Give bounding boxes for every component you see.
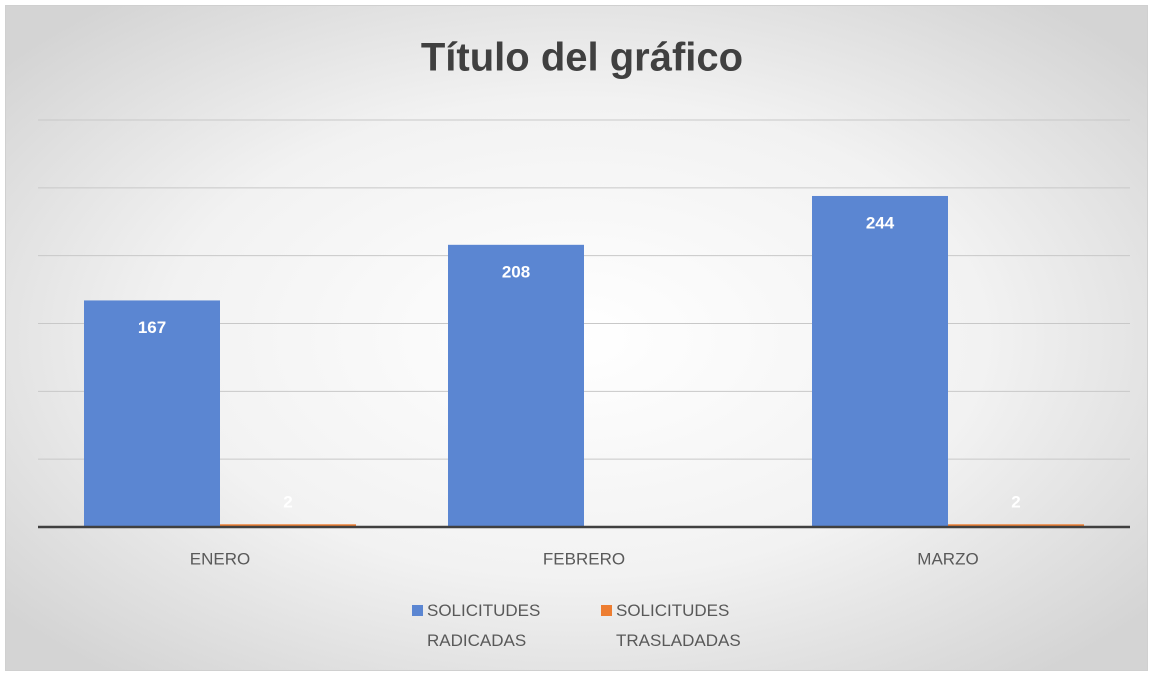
bar — [948, 524, 1084, 527]
data-label: 2 — [1011, 492, 1020, 511]
chart-title: Título del gráfico — [421, 36, 743, 80]
data-label: 208 — [502, 262, 530, 281]
legend-item: SOLICITUDES RADICADAS — [412, 596, 577, 656]
legend: SOLICITUDES RADICADAS SOLICITUDES TRASLAD… — [412, 596, 790, 656]
bar — [448, 244, 584, 527]
x-tick-label: FEBRERO — [543, 549, 625, 568]
bar — [220, 524, 356, 527]
x-tick-label: ENERO — [190, 549, 250, 568]
data-label: 2 — [283, 492, 292, 511]
legend-label: SOLICITUDES TRASLADADAS — [616, 601, 741, 650]
bar — [812, 195, 948, 527]
legend-swatch — [412, 605, 423, 616]
data-label: 244 — [866, 213, 895, 232]
legend-item: SOLICITUDES TRASLADADAS — [601, 596, 766, 656]
legend-label: SOLICITUDES RADICADAS — [427, 601, 541, 650]
legend-swatch — [601, 605, 612, 616]
bar — [84, 300, 220, 527]
x-tick-label: MARZO — [917, 549, 978, 568]
data-label: 167 — [138, 318, 166, 337]
